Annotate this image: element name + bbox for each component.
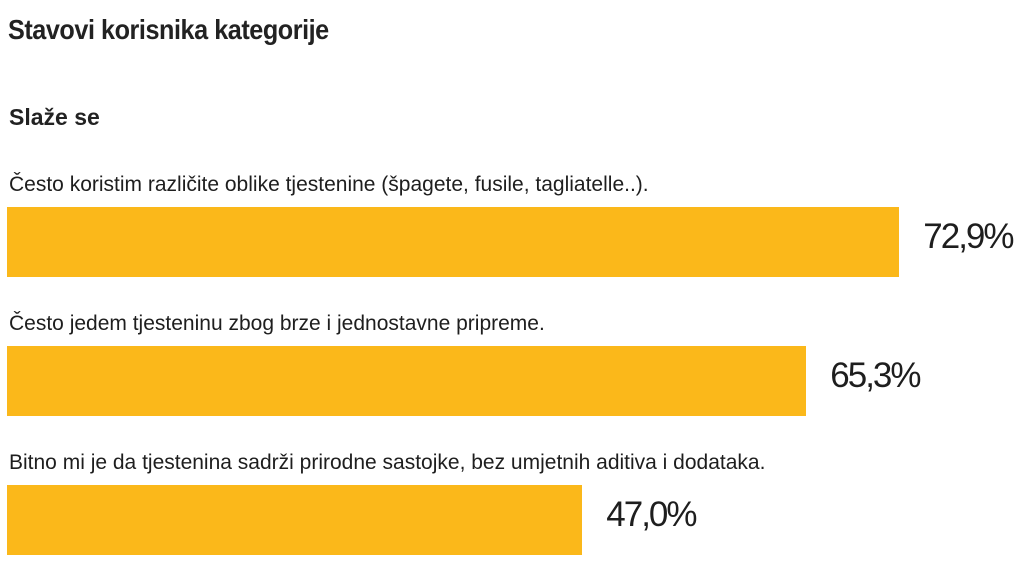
bar-row: Često koristim različite oblike tjesteni… bbox=[0, 173, 1023, 283]
bar-track bbox=[7, 207, 1023, 277]
bar bbox=[7, 485, 583, 555]
page-title: Stavovi korisnika kategorije bbox=[8, 14, 329, 45]
bar-row: Bitno mi je da tjestenina sadrži prirodn… bbox=[0, 451, 1023, 561]
bar-track bbox=[7, 485, 1023, 555]
bar-category-label: Bitno mi je da tjestenina sadrži prirodn… bbox=[9, 451, 766, 474]
bar-value-label: 47,0% bbox=[606, 495, 697, 534]
bar-track bbox=[7, 346, 1023, 416]
bar-value-label: 65,3% bbox=[830, 356, 921, 395]
bar-category-label: Često koristim različite oblike tjesteni… bbox=[9, 173, 649, 196]
bar-category-label: Često jedem tjesteninu zbog brze i jedno… bbox=[9, 312, 545, 335]
bar-value-label: 72,9% bbox=[923, 217, 1014, 256]
bar bbox=[7, 346, 807, 416]
chart-subtitle: Slaže se bbox=[9, 104, 100, 130]
bar-row: Često jedem tjesteninu zbog brze i jedno… bbox=[0, 312, 1023, 422]
bar bbox=[7, 207, 900, 277]
